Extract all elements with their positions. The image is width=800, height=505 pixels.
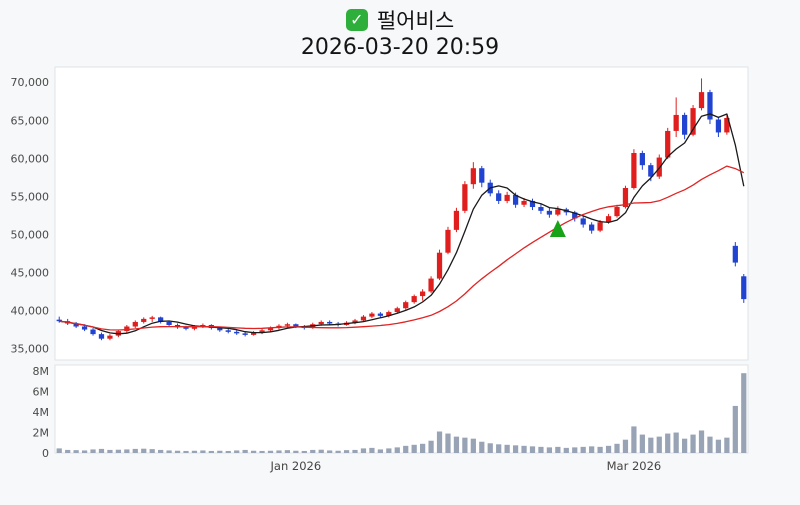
svg-text:60,000: 60,000 [11, 152, 50, 165]
svg-text:6M: 6M [33, 386, 50, 399]
axis-tick-labels: 70,000 65,000 60,000 55,000 50,000 45,000 40,0… [11, 76, 662, 473]
candlestick-chart: 70,000 65,000 60,000 55,000 50,000 45,000 40,0… [11, 66, 749, 473]
svg-text:8M: 8M [33, 365, 50, 378]
svg-text:65,000: 65,000 [11, 114, 50, 127]
svg-text:40,000: 40,000 [11, 305, 50, 318]
svg-text:2M: 2M [33, 427, 50, 440]
chart-panels [54, 66, 749, 454]
chart-header: ✓ 펄어비스 2026-03-20 20:59 [0, 0, 800, 63]
svg-text:4M: 4M [33, 406, 50, 419]
svg-text:50,000: 50,000 [11, 228, 50, 241]
svg-text:70,000: 70,000 [11, 76, 50, 89]
svg-text:55,000: 55,000 [11, 190, 50, 203]
svg-text:35,000: 35,000 [11, 343, 50, 356]
svg-text:Mar 2026: Mar 2026 [607, 459, 662, 473]
svg-text:45,000: 45,000 [11, 266, 50, 279]
volume-bars [56, 373, 747, 453]
moving-average-lines [59, 113, 745, 335]
green-check-icon: ✓ [345, 9, 368, 31]
chart-timestamp: 2026-03-20 20:59 [300, 35, 500, 60]
svg-text:Jan 2026: Jan 2026 [270, 459, 322, 473]
chart-title: ✓ 펄어비스 [0, 6, 800, 34]
stock-name: 펄어비스 [376, 9, 455, 33]
buy-signal-triangle-icon [549, 219, 566, 237]
svg-text:0: 0 [42, 447, 49, 460]
